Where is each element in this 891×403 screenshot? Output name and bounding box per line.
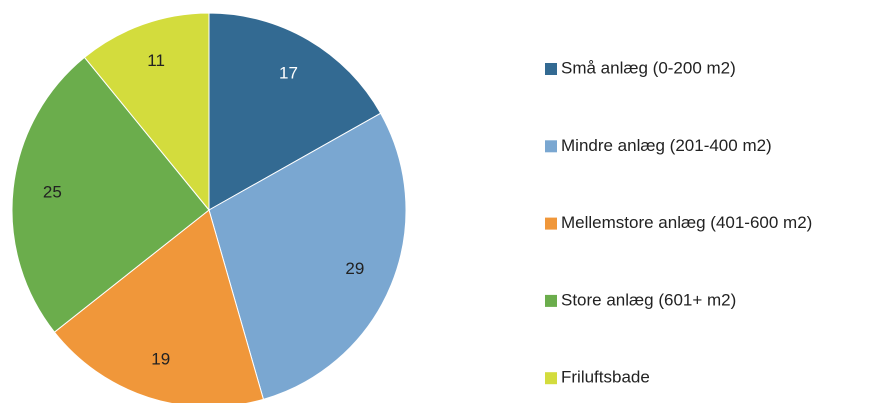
data-label: 19 xyxy=(151,350,170,369)
legend-label: Mellemstore anlæg (401-600 m2) xyxy=(561,213,812,232)
pie-slice xyxy=(83,12,210,212)
pie-slice xyxy=(208,112,407,400)
legend-label: Mindre anlæg (201-400 m2) xyxy=(561,136,772,155)
legend-swatch xyxy=(545,372,557,385)
data-label: 11 xyxy=(147,51,165,70)
pie-slice xyxy=(53,209,265,403)
legend-label: Store anlæg (601+ m2) xyxy=(561,290,736,309)
legend-label: Friluftsbade xyxy=(561,368,650,387)
legend-swatch xyxy=(545,294,557,307)
legend-swatch xyxy=(545,140,557,153)
data-label: 29 xyxy=(345,259,364,278)
data-label: 17 xyxy=(279,63,298,82)
pie-slice xyxy=(208,12,382,211)
pie-slice xyxy=(11,56,210,333)
legend-swatch xyxy=(545,63,557,75)
legend-label: Små anlæg (0-200 m2) xyxy=(561,58,736,77)
legend-swatch xyxy=(545,217,557,230)
data-label: 25 xyxy=(43,182,62,201)
